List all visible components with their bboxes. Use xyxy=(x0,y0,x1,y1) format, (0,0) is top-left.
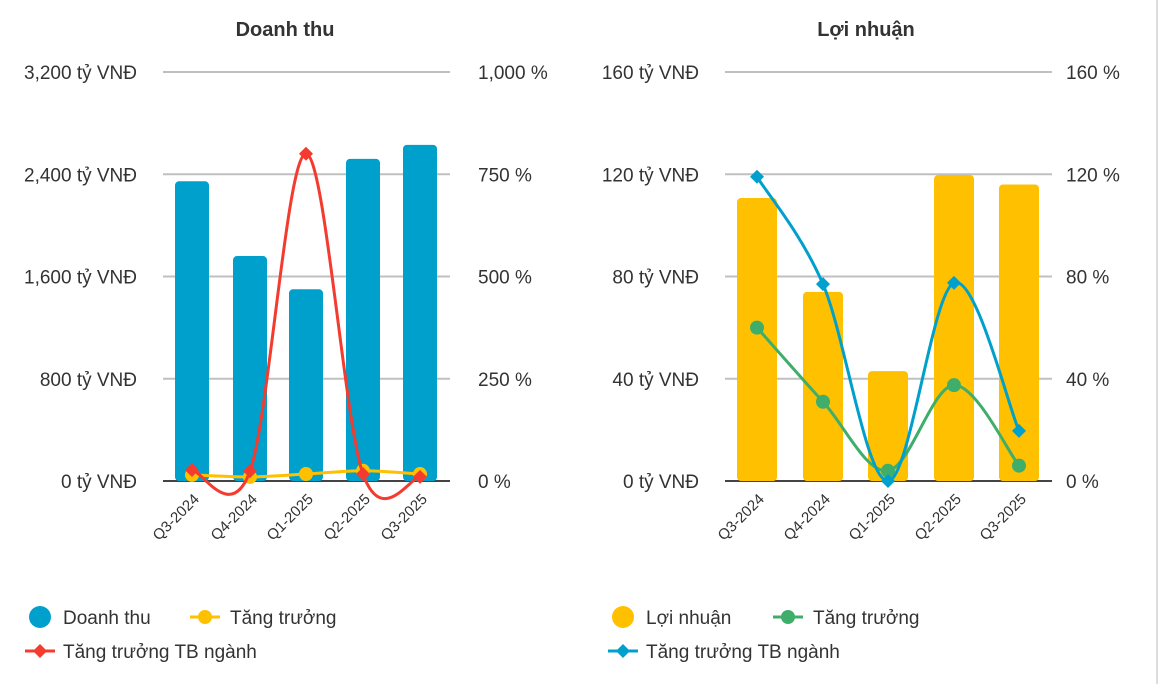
legend-marker-icon xyxy=(781,610,795,624)
data-point xyxy=(881,463,895,478)
legend-label: Doanh thu xyxy=(63,608,151,629)
right-axis-tick: 40 % xyxy=(1066,370,1109,391)
left-axis-tick: 80 tỷ VNĐ xyxy=(612,268,699,289)
chart-title: Doanh thu xyxy=(236,19,335,41)
data-point xyxy=(750,169,764,184)
left-axis-tick: 3,200 tỷ VNĐ xyxy=(24,63,137,84)
left-axis-tick: 2,400 tỷ VNĐ xyxy=(24,165,137,186)
data-point xyxy=(299,467,313,482)
bar xyxy=(346,158,380,481)
x-axis-tick: Q3-2024 xyxy=(150,491,203,544)
right-axis-tick: 0 % xyxy=(1066,472,1099,493)
legend-label: Tăng trưởng TB ngành xyxy=(63,642,257,663)
left-axis-tick: 1,600 tỷ VNĐ xyxy=(24,268,137,289)
right-axis-tick: 0 % xyxy=(478,472,511,493)
data-point xyxy=(750,320,764,335)
data-point xyxy=(881,474,895,488)
data-point xyxy=(413,469,427,484)
x-axis-tick: Q4-2024 xyxy=(781,491,834,544)
bar xyxy=(868,371,908,481)
bar xyxy=(999,184,1039,481)
legend-label: Tăng trưởng TB ngành xyxy=(646,642,840,663)
left-axis-tick: 160 tỷ VNĐ xyxy=(602,63,699,84)
data-point xyxy=(299,146,313,161)
bar xyxy=(803,291,843,481)
legend-label: Lợi nhuận xyxy=(646,608,731,629)
data-point xyxy=(1012,423,1026,438)
legend-label: Tăng trưởng xyxy=(813,608,920,629)
legend-bar-icon xyxy=(612,606,634,628)
left-axis-tick: 40 tỷ VNĐ xyxy=(612,370,699,391)
legend-label: Tăng trưởng xyxy=(230,608,337,629)
bar xyxy=(934,175,974,481)
legend-marker-icon xyxy=(616,644,630,658)
data-point xyxy=(1012,458,1026,473)
right-axis-tick: 120 % xyxy=(1066,165,1120,186)
left-axis-tick: 120 tỷ VNĐ xyxy=(602,165,699,186)
bar xyxy=(289,289,323,481)
legend-marker-icon xyxy=(33,644,47,658)
legend-marker-icon xyxy=(198,610,212,624)
data-point xyxy=(947,275,961,290)
right-axis-tick: 80 % xyxy=(1066,268,1109,289)
left-axis-tick: 0 tỷ VNĐ xyxy=(61,472,137,493)
legend-bar-icon xyxy=(29,606,51,628)
x-axis-tick: Q1-2025 xyxy=(264,491,317,544)
x-axis-tick: Q3-2024 xyxy=(715,491,768,544)
right-axis-tick: 1,000 % xyxy=(478,63,548,84)
bar xyxy=(233,256,267,481)
data-point xyxy=(947,378,961,393)
data-point xyxy=(243,464,257,479)
x-axis-tick: Q2-2025 xyxy=(321,491,374,544)
x-axis-tick: Q2-2025 xyxy=(912,491,965,544)
data-point xyxy=(185,462,199,477)
x-axis-tick: Q3-2025 xyxy=(977,491,1030,544)
right-axis-tick: 750 % xyxy=(478,165,532,186)
chart-title: Lợi nhuận xyxy=(817,19,915,41)
x-axis-tick: Q4-2024 xyxy=(208,491,261,544)
data-point xyxy=(816,394,830,409)
right-axis-tick: 160 % xyxy=(1066,63,1120,84)
left-axis-tick: 800 tỷ VNĐ xyxy=(40,370,137,391)
data-point xyxy=(816,277,830,292)
bar xyxy=(403,144,437,481)
bar xyxy=(175,181,209,481)
left-axis-tick: 0 tỷ VNĐ xyxy=(623,472,699,493)
data-point xyxy=(356,467,370,482)
right-axis-tick: 250 % xyxy=(478,370,532,391)
x-axis-tick: Q1-2025 xyxy=(846,491,899,544)
bar xyxy=(737,198,777,481)
right-axis-tick: 500 % xyxy=(478,268,532,289)
